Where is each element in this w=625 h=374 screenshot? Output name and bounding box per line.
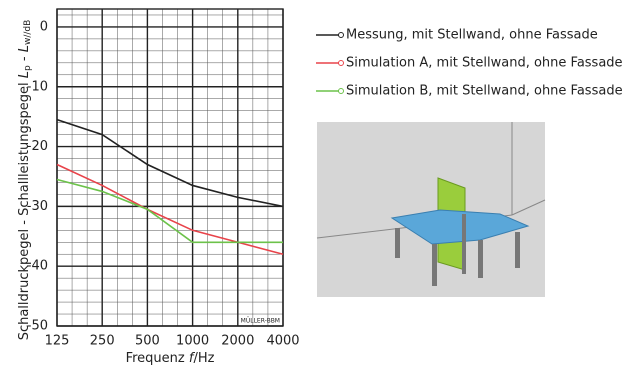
- y-tick-label: -30: [27, 199, 48, 214]
- x-tick-label: 500: [135, 334, 160, 349]
- y-tick-label: -50: [27, 319, 48, 334]
- series-line: [57, 120, 283, 207]
- legend-label: Messung, mit Stellwand, ohne Fassade: [346, 28, 598, 43]
- x-tick-label: 1000: [176, 334, 209, 349]
- legend-marker: [339, 89, 344, 94]
- legend-marker: [339, 61, 344, 66]
- series-line: [57, 179, 283, 242]
- chart: Schalldruckpegel - Schallleistungspegel …: [0, 0, 625, 370]
- y-axis-label: Schalldruckpegel - Schallleistungspegel …: [17, 20, 35, 341]
- y-tick-label: -40: [27, 259, 48, 274]
- watermark: MÜLLER-BBM: [241, 318, 280, 325]
- x-tick-label: 4000: [266, 334, 299, 349]
- y-tick-label: -20: [27, 139, 48, 154]
- legend-label: Simulation B, mit Stellwand, ohne Fassad…: [346, 84, 623, 99]
- y-tick-label: -10: [27, 79, 48, 94]
- x-tick-label: 250: [90, 334, 115, 349]
- plot-frame: [57, 9, 283, 326]
- y-tick-label: 0: [40, 19, 48, 34]
- x-tick-label: 2000: [221, 334, 254, 349]
- series-line: [57, 165, 283, 255]
- x-tick-label: 125: [45, 334, 70, 349]
- x-axis-label: Frequenz f/Hz: [126, 351, 215, 366]
- legend-marker: [339, 33, 344, 38]
- legend-label: Simulation A, mit Stellwand, ohne Fassad…: [346, 56, 623, 71]
- scene-illustration: [317, 122, 545, 297]
